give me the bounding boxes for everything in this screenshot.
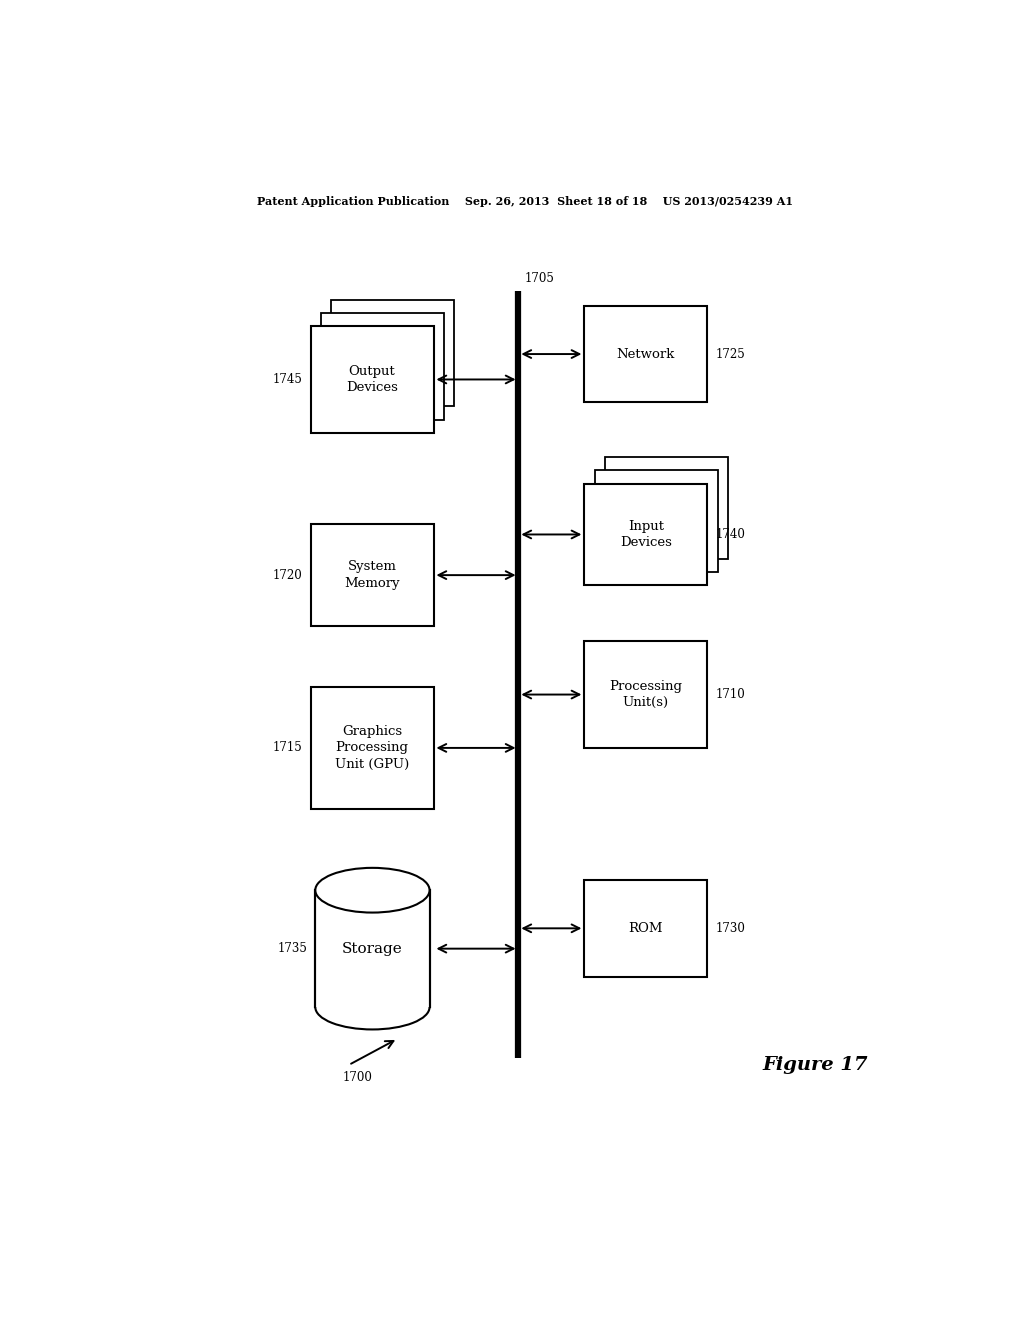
Text: Devices: Devices xyxy=(620,536,672,549)
Text: 1700: 1700 xyxy=(342,1071,372,1084)
Text: 1710: 1710 xyxy=(715,688,745,701)
Text: 1705: 1705 xyxy=(524,272,555,285)
Text: 1730: 1730 xyxy=(715,921,745,935)
Text: Memory: Memory xyxy=(344,577,399,590)
Text: Figure 17: Figure 17 xyxy=(763,1056,868,1074)
Text: Network: Network xyxy=(616,347,675,360)
Text: 1715: 1715 xyxy=(272,742,303,755)
Bar xyxy=(310,326,433,433)
Text: 1740: 1740 xyxy=(715,528,745,541)
Bar xyxy=(585,483,708,585)
Bar xyxy=(585,306,708,403)
Bar xyxy=(585,880,708,977)
Bar xyxy=(315,890,430,1007)
Bar xyxy=(585,642,708,748)
Text: Output: Output xyxy=(348,364,395,378)
Bar xyxy=(321,313,443,420)
Bar xyxy=(605,457,728,558)
Bar xyxy=(595,470,718,572)
Text: Processing: Processing xyxy=(336,742,409,755)
Text: System: System xyxy=(347,561,396,573)
Text: 1725: 1725 xyxy=(715,347,745,360)
Text: Unit (GPU): Unit (GPU) xyxy=(335,758,410,771)
Text: Storage: Storage xyxy=(342,941,402,956)
Text: ROM: ROM xyxy=(629,921,664,935)
Text: Unit(s): Unit(s) xyxy=(623,696,669,709)
Bar xyxy=(313,982,431,1007)
Bar xyxy=(331,300,455,407)
Text: 1745: 1745 xyxy=(272,374,303,385)
Text: 1735: 1735 xyxy=(278,942,307,956)
Text: Processing: Processing xyxy=(609,680,682,693)
Ellipse shape xyxy=(315,867,430,912)
Text: Patent Application Publication    Sep. 26, 2013  Sheet 18 of 18    US 2013/02542: Patent Application Publication Sep. 26, … xyxy=(257,195,793,207)
Text: Input: Input xyxy=(628,520,664,533)
Text: 1720: 1720 xyxy=(272,569,303,582)
Text: Graphics: Graphics xyxy=(342,725,402,738)
Text: Devices: Devices xyxy=(346,381,398,395)
Bar xyxy=(310,524,433,626)
Ellipse shape xyxy=(315,985,430,1030)
Bar xyxy=(310,686,433,809)
